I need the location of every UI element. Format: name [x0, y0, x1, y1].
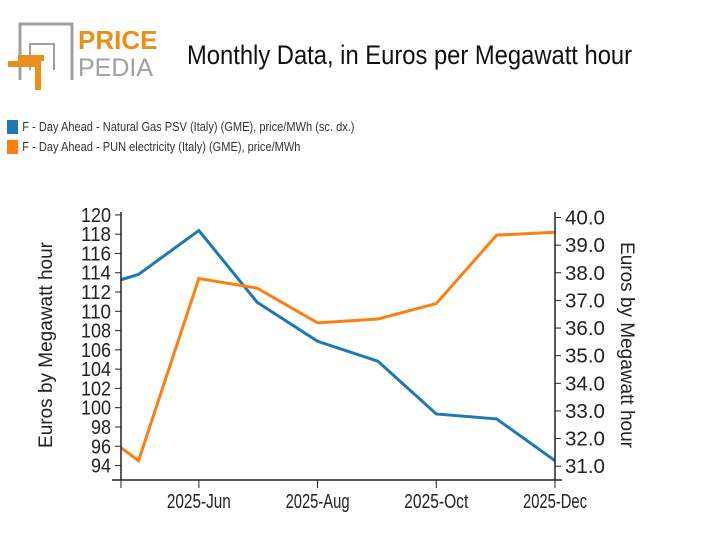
- legend-label: F - Day Ahead - Natural Gas PSV (Italy) …: [22, 119, 355, 134]
- legend-item-electricity[interactable]: F - Day Ahead - PUN electricity (Italy) …: [7, 139, 300, 154]
- legend-swatch: [7, 139, 19, 154]
- y-left-tick-label: 116: [81, 243, 111, 265]
- y-left-tick-label: 108: [81, 321, 111, 343]
- y-right-tick-label: 40.0: [565, 208, 605, 230]
- y-left-tick-label: 96: [91, 436, 111, 458]
- y-right-tick-label: 38.0: [565, 263, 605, 285]
- y-right-tick-label: 33.0: [565, 401, 605, 423]
- x-tick-label: 2025-Jun: [167, 491, 231, 513]
- y-axis-left-label: Euros by Megawatt hour: [36, 241, 57, 448]
- series-line-gas: [121, 228, 555, 462]
- y-left-tick-label: 100: [81, 398, 111, 420]
- y-left-tick-label: 114: [81, 263, 111, 285]
- pricepedia-logo: PRICE PEDIA: [8, 22, 157, 90]
- legend-label: F - Day Ahead - PUN electricity (Italy) …: [22, 139, 301, 154]
- chart-title: Monthly Data, in Euros per Megawatt hour: [187, 40, 633, 70]
- y-left-tick-label: 106: [81, 340, 111, 362]
- legend-swatch: [7, 119, 19, 134]
- y-left-tick-label: 110: [81, 301, 111, 323]
- y-right-tick-label: 32.0: [565, 429, 605, 451]
- y-right-tick-label: 34.0: [565, 373, 605, 395]
- svg-text:PEDIA: PEDIA: [78, 54, 153, 82]
- y-left-tick-label: 104: [81, 359, 111, 381]
- y-left-tick-label: 112: [81, 282, 111, 304]
- y-left-tick-label: 120: [81, 205, 111, 227]
- y-right-tick-label: 35.0: [565, 346, 605, 368]
- series-line-electricity: [121, 230, 555, 464]
- y-axis-right-label: Euros by Megawatt hour: [616, 242, 637, 449]
- svg-text:PRICE: PRICE: [78, 25, 157, 55]
- x-tick-label: 2025-Oct: [404, 491, 468, 513]
- y-right-tick-label: 36.0: [565, 318, 605, 340]
- x-tick-label: 2025-Aug: [286, 491, 350, 513]
- y-right-tick-label: 39.0: [565, 235, 605, 257]
- y-left-tick-label: 118: [81, 224, 111, 246]
- y-right-tick-label: 37.0: [565, 290, 605, 312]
- y-left-tick-label: 98: [91, 417, 111, 439]
- x-tick-label: 2025-Dec: [523, 491, 587, 513]
- y-left-tick-label: 102: [81, 378, 111, 400]
- legend-item-gas[interactable]: F - Day Ahead - Natural Gas PSV (Italy) …: [7, 119, 354, 134]
- y-right-tick-label: 31.0: [565, 456, 605, 478]
- y-left-tick-label: 94: [91, 456, 111, 478]
